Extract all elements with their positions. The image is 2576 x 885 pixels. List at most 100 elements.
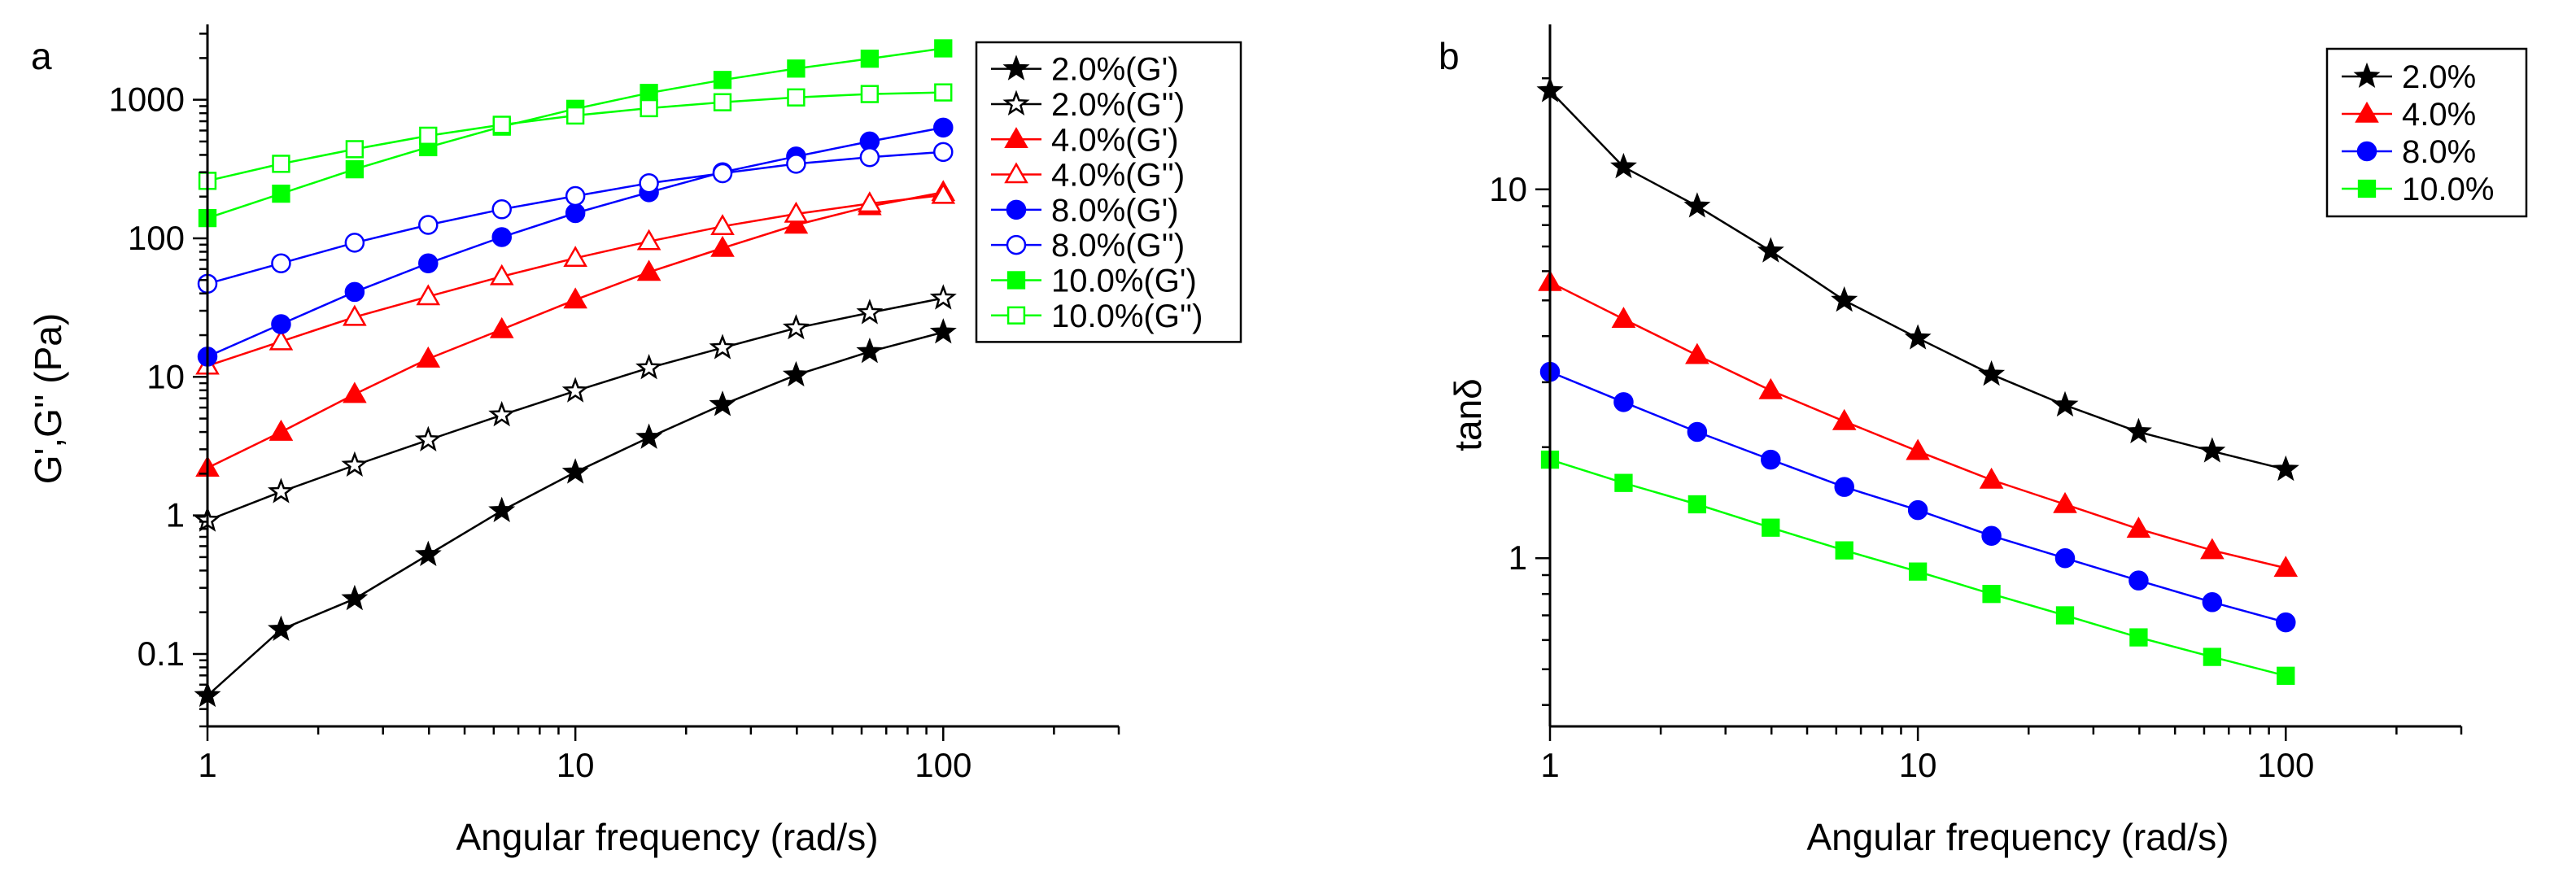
data-point xyxy=(565,185,586,207)
data-point xyxy=(1762,518,1780,537)
series-8.0%(G'') xyxy=(197,142,954,294)
data-point xyxy=(271,253,291,273)
data-point xyxy=(1687,421,1708,442)
data-point xyxy=(782,360,810,387)
legend-label: 2.0%(G'') xyxy=(1051,87,1185,123)
x-tick-label: 10 xyxy=(557,746,595,784)
series-line xyxy=(1549,89,2286,471)
series-8.0%(G') xyxy=(197,117,954,367)
data-point xyxy=(1757,237,1784,263)
data-point xyxy=(344,281,365,303)
legend-label: 8.0%(G'') xyxy=(1051,228,1185,264)
data-point xyxy=(565,203,586,224)
data-point xyxy=(272,155,290,173)
legend-label: 2.0% xyxy=(2402,59,2476,95)
legend-box xyxy=(975,41,1242,343)
data-point xyxy=(710,235,735,257)
data-point xyxy=(2276,612,2296,633)
data-point xyxy=(929,284,957,310)
data-point xyxy=(565,106,585,125)
data-point xyxy=(271,314,291,334)
legend-label: 10.0%(G') xyxy=(1051,263,1197,299)
series-10.0% xyxy=(1540,450,2295,685)
data-point xyxy=(1614,473,1633,492)
data-point xyxy=(856,338,884,364)
data-point xyxy=(2200,538,2225,560)
legend-marker xyxy=(2356,141,2377,162)
data-point xyxy=(787,59,806,78)
data-point xyxy=(635,354,663,380)
data-point xyxy=(1835,541,1853,560)
data-point xyxy=(635,423,663,449)
data-point xyxy=(639,172,659,194)
data-point xyxy=(2198,437,2226,463)
data-point xyxy=(1758,377,1784,399)
data-point xyxy=(2124,417,2152,444)
legend-label: 2.0%(G') xyxy=(1051,52,1179,88)
data-point xyxy=(2272,455,2299,482)
data-point xyxy=(640,98,658,118)
data-point xyxy=(858,191,882,213)
legend-marker xyxy=(1006,271,1026,290)
data-point xyxy=(341,451,369,477)
x-tick-label: 1 xyxy=(198,746,216,784)
x-tick-label: 1 xyxy=(1540,746,1559,784)
data-point xyxy=(561,458,589,484)
data-point xyxy=(1687,495,1707,514)
legend-label: 8.0% xyxy=(2402,134,2476,170)
panel-a-chart: a 1 10 100 0.1 1 10 100 1000 Angular frequency … xyxy=(27,24,1242,858)
panel-a-y-axis-title: G',G'' (Pa) xyxy=(27,313,69,484)
panel-b-label: b xyxy=(1439,35,1460,77)
data-point xyxy=(492,116,511,134)
data-point xyxy=(2202,592,2223,613)
data-point xyxy=(640,84,658,102)
legend-marker xyxy=(1006,234,1027,255)
legend-marker xyxy=(2353,62,2381,88)
panel-b-legend: 2.0%4.0%8.0%10.0% xyxy=(2325,47,2528,218)
legend-label: 4.0% xyxy=(2402,97,2476,133)
data-point xyxy=(343,304,367,326)
data-point xyxy=(2203,647,2222,666)
data-point xyxy=(1832,408,1857,430)
data-point xyxy=(860,85,880,103)
data-point xyxy=(563,287,587,309)
series-4.0% xyxy=(1538,269,2299,578)
data-point xyxy=(934,39,953,58)
y-tick-label: 1 xyxy=(166,496,185,534)
data-point xyxy=(2128,570,2149,591)
data-point xyxy=(268,615,295,642)
data-point xyxy=(712,163,733,184)
y-tick-label: 0.1 xyxy=(138,634,185,673)
data-point xyxy=(419,126,438,146)
data-point xyxy=(1834,477,1854,497)
data-point xyxy=(2051,390,2079,417)
x-tick-label: 100 xyxy=(915,746,971,784)
data-point xyxy=(860,49,880,68)
panel-a-label: a xyxy=(31,35,52,77)
series-2.0%(G'') xyxy=(194,284,957,532)
panel-a-x-axis-title: Angular frequency (rad/s) xyxy=(456,816,878,858)
data-point xyxy=(1907,499,1928,521)
series-4.0%(G'') xyxy=(195,182,956,375)
panel-b-x-axis-title: Angular frequency (rad/s) xyxy=(1806,816,2229,858)
legend-label: 10.0% xyxy=(2402,172,2494,207)
data-point xyxy=(2055,606,2075,625)
data-point xyxy=(488,400,516,427)
panel-b-y-axis-title: tanδ xyxy=(1447,378,1489,451)
data-point xyxy=(2273,556,2299,578)
data-point xyxy=(491,199,512,220)
data-point xyxy=(561,377,589,403)
data-point xyxy=(418,253,439,273)
data-point xyxy=(414,540,442,566)
legend-marker xyxy=(2355,101,2379,123)
data-point xyxy=(859,147,880,168)
data-point xyxy=(710,214,735,236)
data-point xyxy=(784,201,809,223)
data-point xyxy=(931,182,956,204)
series-4.0%(G') xyxy=(195,180,956,477)
data-point xyxy=(1904,324,1932,350)
data-point xyxy=(636,229,661,251)
data-point xyxy=(934,83,953,102)
data-point xyxy=(416,346,441,368)
